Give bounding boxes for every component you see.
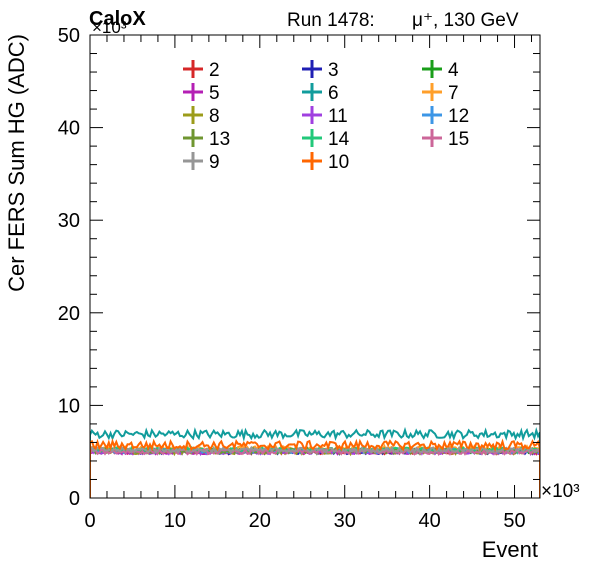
legend-label: 3 xyxy=(328,60,339,81)
series-4-line xyxy=(90,446,540,498)
x-tick-label: 40 xyxy=(418,510,440,532)
series-3-line xyxy=(90,447,540,498)
logo: CaloX xyxy=(89,8,146,30)
beam-label: μ⁺, 130 GeV xyxy=(412,10,519,31)
legend-entry-4: 4 xyxy=(422,60,459,81)
legend-label: 11 xyxy=(328,106,348,127)
x-tick-label: 10 xyxy=(164,510,186,532)
legend-label: 7 xyxy=(448,83,459,104)
legend-entry-6: 6 xyxy=(302,83,339,104)
legend-entry-3: 3 xyxy=(302,60,339,81)
legend-label: 13 xyxy=(209,129,230,150)
run-label: Run 1478: xyxy=(287,10,375,31)
legend-entry-2: 2 xyxy=(183,60,220,81)
series-10-line xyxy=(90,438,540,498)
series-12-line xyxy=(90,446,540,498)
legend-entry-9: 9 xyxy=(183,152,220,173)
legend-label: 6 xyxy=(328,83,339,104)
legend-entry-13: 13 xyxy=(183,129,230,150)
y-multiplier: ×10³ xyxy=(92,18,127,37)
y-tick-label: 20 xyxy=(58,303,80,325)
legend-entry-7: 7 xyxy=(422,83,459,104)
legend-label: 12 xyxy=(448,106,469,127)
series-8-line xyxy=(90,447,540,498)
legend-label: 10 xyxy=(328,152,349,173)
legend-label: 15 xyxy=(448,129,469,150)
legend-label: 14 xyxy=(328,129,350,150)
legend-entry-11: 11 xyxy=(302,106,348,127)
legend-label: 2 xyxy=(209,60,220,81)
legend-entry-5: 5 xyxy=(183,83,220,104)
series-6-line xyxy=(90,426,540,498)
series-9-line xyxy=(90,445,540,498)
series-5-line xyxy=(90,447,540,498)
legend-entry-14: 14 xyxy=(302,129,350,150)
legend-label: 8 xyxy=(209,106,220,127)
series-11-line xyxy=(90,447,540,498)
legend-entry-8: 8 xyxy=(183,106,220,127)
x-axis-title: Event xyxy=(482,537,538,562)
legend-entry-15: 15 xyxy=(422,129,469,150)
y-tick-label: 50 xyxy=(58,25,80,47)
y-tick-label: 30 xyxy=(58,210,80,232)
x-tick-label: 20 xyxy=(249,510,271,532)
series-2-line xyxy=(90,447,540,498)
x-tick-label: 0 xyxy=(84,510,95,532)
x-tick-label: 50 xyxy=(503,510,525,532)
series-13-line xyxy=(90,445,540,498)
x-multiplier: ×10³ xyxy=(541,481,580,502)
legend-entry-10: 10 xyxy=(302,152,349,173)
legend-label: 5 xyxy=(209,83,220,104)
y-tick-label: 40 xyxy=(58,118,80,140)
legend-label: 9 xyxy=(209,152,220,173)
x-tick-label: 30 xyxy=(334,510,356,532)
legend-label: 4 xyxy=(448,60,459,81)
legend-entry-12: 12 xyxy=(422,106,469,127)
plot-frame xyxy=(89,34,541,499)
series-15-line xyxy=(90,447,540,498)
y-axis-title: Cer FERS Sum HG (ADC) xyxy=(4,34,29,292)
y-tick-label: 10 xyxy=(58,395,80,417)
y-tick-label: 0 xyxy=(69,488,80,510)
